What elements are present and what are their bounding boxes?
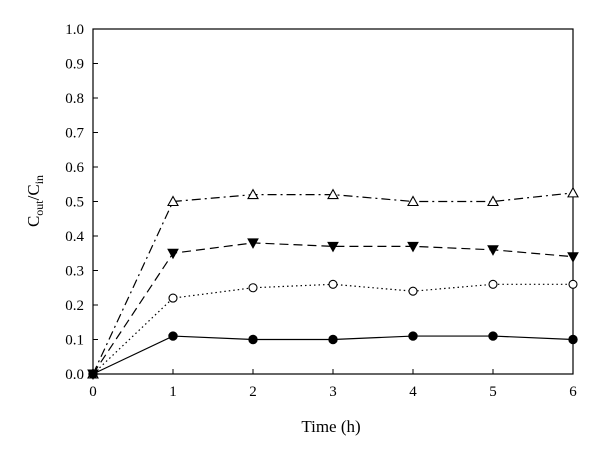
chart-axes (92, 28, 574, 375)
data-point (328, 279, 338, 289)
y-tick-label: 0.2 (65, 298, 84, 314)
y-tick-label: 0.6 (65, 160, 84, 176)
series-filled-circle (88, 331, 578, 379)
y-tick-label: 0.7 (65, 126, 84, 142)
data-point (567, 252, 579, 263)
data-point (167, 248, 179, 260)
x-tick-label: 0 (89, 384, 97, 400)
x-tick-label: 6 (569, 384, 577, 400)
data-point (488, 331, 498, 341)
data-point (327, 188, 339, 200)
x-axis-label: Time (h) (301, 417, 360, 436)
data-point (407, 241, 419, 253)
plot-frame (92, 28, 574, 375)
data-point (487, 195, 499, 207)
y-tick-label: 0.8 (65, 91, 84, 107)
data-point (327, 241, 339, 253)
data-point (488, 279, 498, 289)
data-point (88, 369, 98, 379)
y-tick-label: 1.0 (65, 22, 84, 38)
y-tick-label: 0.0 (65, 367, 84, 383)
data-point (167, 195, 179, 207)
data-point (408, 331, 418, 341)
x-tick-label: 4 (409, 384, 417, 400)
data-point (407, 195, 419, 207)
data-point (168, 293, 178, 303)
y-axis-ticks: 0.0 0.1 0.2 0.3 0.4 0.5 0.6 0.7 0.8 0.9 1.0 (65, 22, 98, 383)
y-tick-label: 0.5 (65, 195, 84, 211)
y-tick-label: 0.4 (65, 229, 84, 245)
y-axis-label: Cout/Cin (24, 175, 46, 227)
data-point (487, 245, 499, 256)
y-tick-label: 0.9 (65, 57, 84, 73)
series-line (92, 283, 573, 375)
series-filled-triangle-down (87, 238, 579, 381)
data-point (328, 334, 338, 345)
data-point (247, 188, 259, 200)
data-point (408, 286, 418, 296)
y-tick-label: 0.1 (65, 333, 84, 349)
series-line (92, 242, 574, 375)
data-point (568, 334, 578, 345)
data-point (567, 186, 579, 198)
series-open-circle (88, 279, 578, 379)
x-tick-label: 1 (169, 384, 177, 400)
y-tick-label: 0.3 (65, 264, 84, 280)
x-tick-label: 2 (249, 384, 257, 400)
data-point (248, 334, 258, 345)
x-tick-label: 5 (489, 384, 497, 400)
x-tick-label: 3 (329, 384, 337, 400)
data-point (168, 331, 178, 341)
data-point (568, 279, 578, 289)
data-point (247, 238, 259, 249)
data-point (248, 283, 258, 293)
chart-series (87, 186, 579, 381)
